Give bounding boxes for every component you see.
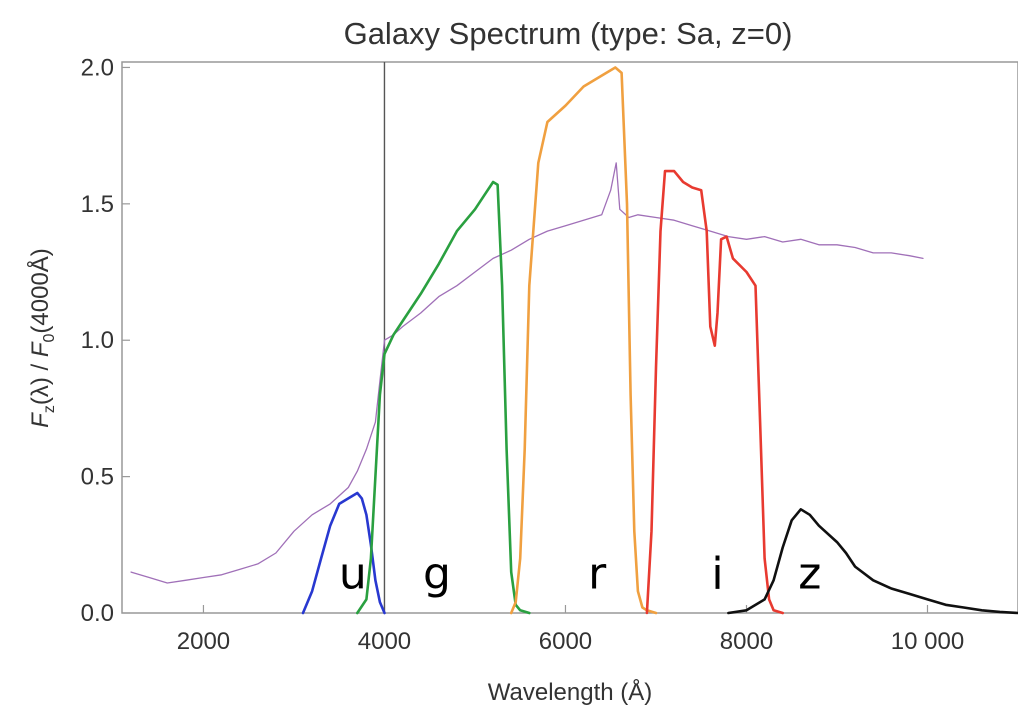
y-axis-label: Fz(λ) / F0(4000Å) bbox=[26, 248, 58, 428]
y-tick-label: 1.5 bbox=[81, 191, 114, 218]
axis-ticks: 2000 4000 6000 8000 10 000 0.0 0.5 1.0 1.5 2.0 bbox=[81, 54, 965, 655]
filter-label-r: r bbox=[588, 548, 607, 599]
y-tick-label: 0.0 bbox=[81, 600, 114, 627]
x-tick-label: 8000 bbox=[720, 628, 773, 655]
chart-title: Galaxy Spectrum (type: Sa, z=0) bbox=[344, 16, 793, 51]
filter-curve-z bbox=[727, 507, 1018, 615]
series-layer bbox=[130, 62, 1018, 615]
filter-label-g: g bbox=[423, 548, 451, 599]
filter-curve-g bbox=[355, 180, 531, 615]
filter-label-z: z bbox=[798, 548, 821, 599]
y-tick-label: 0.5 bbox=[81, 464, 114, 491]
x-tick-label: 10 000 bbox=[891, 628, 964, 655]
y-tick-label: 1.0 bbox=[81, 327, 114, 354]
x-tick-label: 2000 bbox=[177, 628, 230, 655]
filter-curve-r bbox=[509, 66, 658, 615]
filter-curve-u bbox=[301, 491, 386, 615]
filter-label-i: i bbox=[711, 548, 723, 599]
filter-label-u: u bbox=[339, 548, 367, 599]
y-tick-label: 2.0 bbox=[81, 54, 114, 81]
x-axis-label: Wavelength (Å) bbox=[488, 678, 653, 706]
x-tick-label: 6000 bbox=[539, 628, 592, 655]
x-tick-label: 4000 bbox=[358, 628, 411, 655]
filter-curve-i bbox=[645, 169, 785, 615]
plot-frame bbox=[121, 61, 1018, 614]
galaxy-spectrum-line bbox=[130, 162, 924, 584]
